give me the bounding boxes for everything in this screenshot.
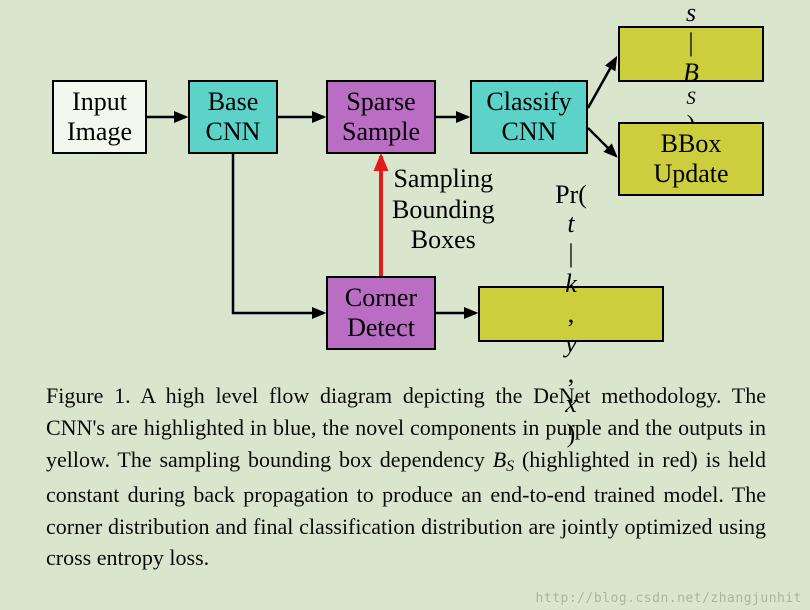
node-label: Classify [486,87,571,117]
node-label: CNN [206,117,261,147]
watermark-text: http://blog.csdn.net/zhangjunhit [536,591,802,606]
node-classify: ClassifyCNN [470,80,588,154]
node-label: Input [72,87,127,117]
node-bbox: BBoxUpdate [618,122,764,196]
node-label: Corner [345,283,417,313]
annotation-line: Bounding [392,195,495,226]
node-label: Sample [342,117,420,147]
node-sparse: SparseSample [326,80,436,154]
figure-caption: Figure 1. A high level flow diagram depi… [46,380,766,574]
annotation-line: Boxes [392,225,495,256]
node-label: Image [67,117,132,147]
node-corner: CornerDetect [326,276,436,350]
node-pr_t: Pr(t|k, y, x) [478,286,664,342]
annotation-line: Sampling [392,164,495,195]
node-base: BaseCNN [188,80,278,154]
node-label: BBox [661,129,722,159]
node-label: Detect [347,313,415,343]
node-input: InputImage [52,80,147,154]
node-label: Sparse [346,87,415,117]
sampling-annotation: SamplingBoundingBoxes [392,164,495,256]
node-label: Base [208,87,259,117]
node-pr_s: Pr(s|BS) [618,26,764,82]
node-label: CNN [502,117,557,147]
caption-math: BS [493,447,514,472]
node-label: Update [653,159,728,189]
